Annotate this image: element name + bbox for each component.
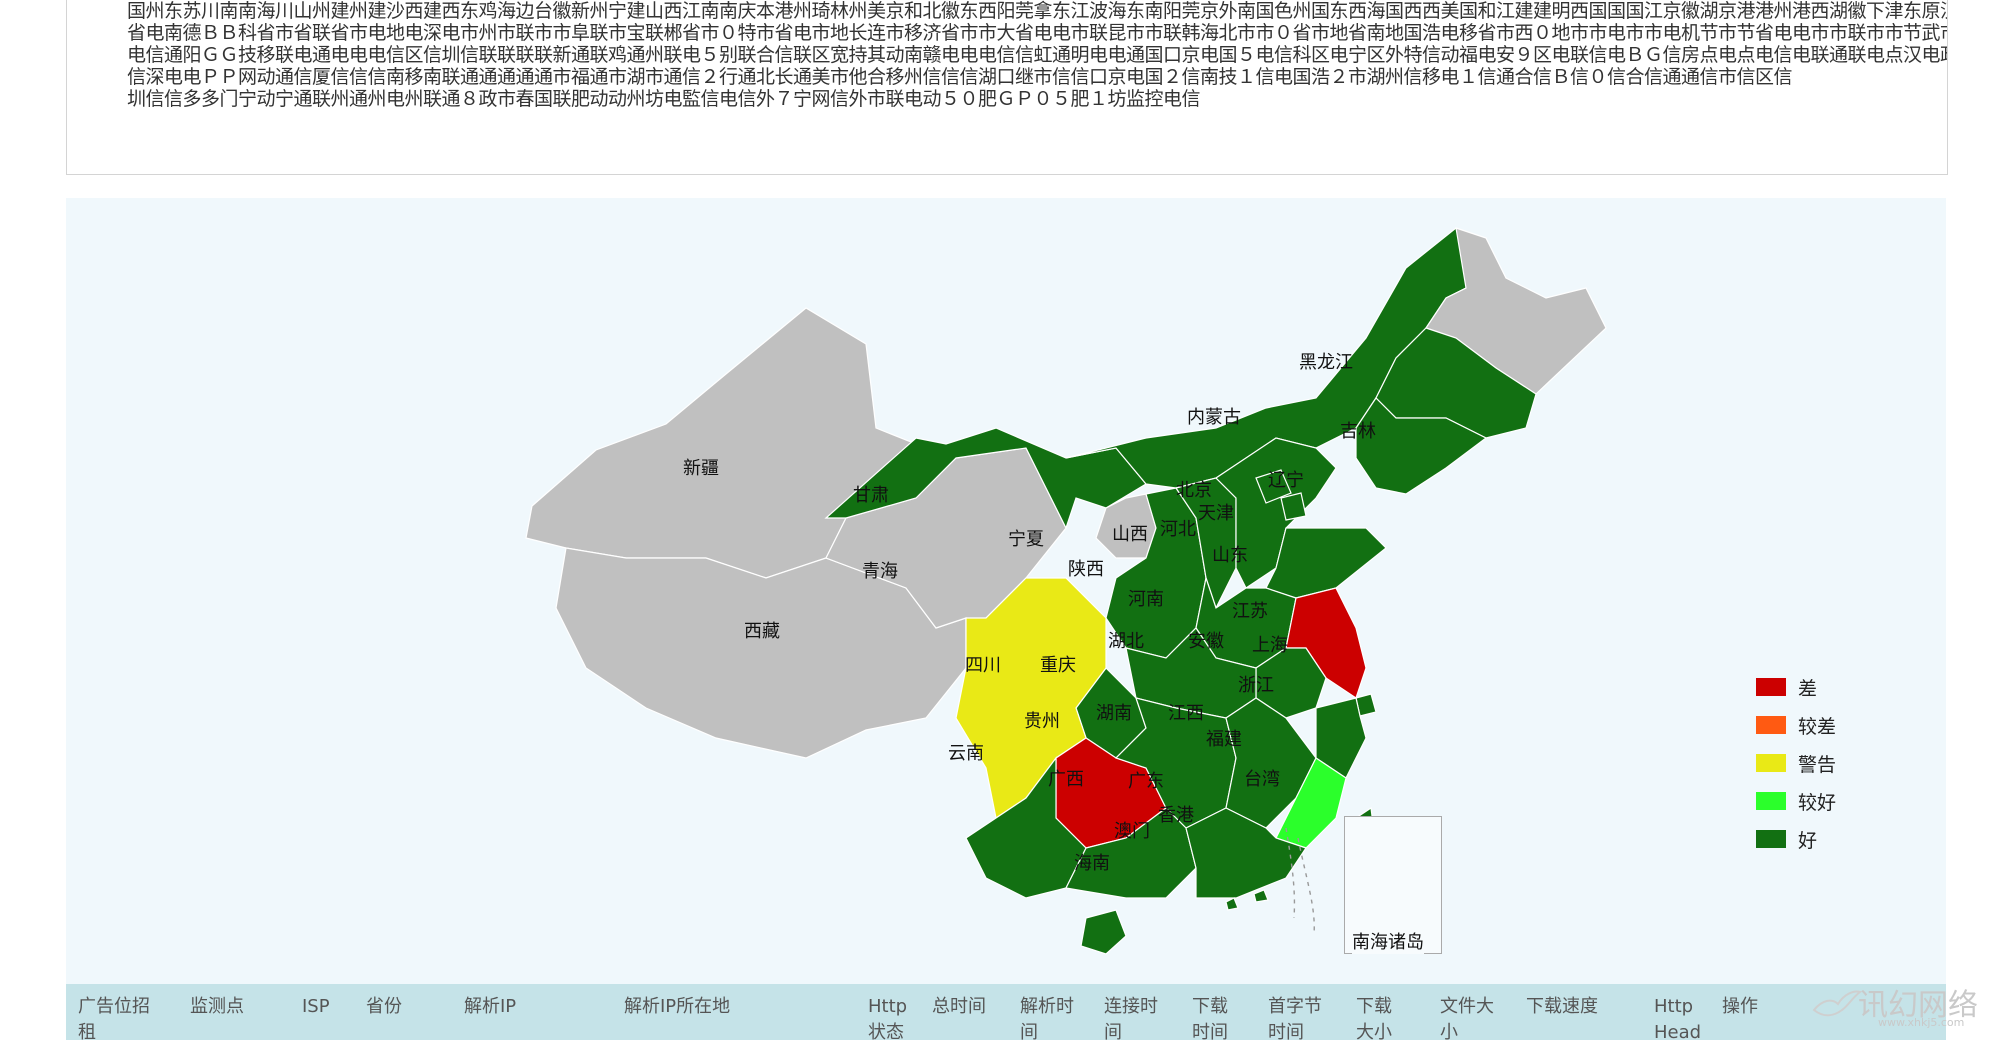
label-jilin: 吉林: [1340, 421, 1376, 442]
province-liaoning[interactable]: [1355, 397, 1488, 495]
column-header[interactable]: 文件大小: [1440, 996, 1494, 1040]
province-gansu[interactable]: [824, 427, 1147, 530]
legend-swatch: [1756, 830, 1786, 848]
legend-swatch: [1756, 716, 1786, 734]
probe-row: 省电南德ＢＢ科省市省联省市电地电深电市州市联市市阜联市宝联郴省市０特市省电市地长…: [127, 22, 1947, 44]
probe-points-table: 国州东苏川南南海川山州建州建沙西建西东鸡海边台徽新州宁建山西江南南庆本港州琦林州…: [66, 0, 1948, 175]
legend-label: 差: [1798, 677, 1818, 700]
label-anhui: 安徽: [1188, 631, 1224, 652]
column-header[interactable]: 下载时间: [1192, 996, 1228, 1040]
column-header[interactable]: 监测点: [190, 996, 244, 1017]
column-header[interactable]: 总时间: [932, 996, 986, 1017]
label-chongqing: 重庆: [1040, 655, 1076, 676]
legend-label: 较差: [1798, 715, 1837, 738]
label-neimenggu: 内蒙古: [1187, 407, 1241, 428]
south-sea-dashes: [1285, 827, 1315, 935]
legend-item-fair: 较好: [1756, 782, 1836, 820]
legend-label: 警告: [1798, 753, 1837, 776]
label-hebei: 河北: [1160, 519, 1196, 540]
column-header[interactable]: 广告位招租: [78, 996, 150, 1040]
south-sea-label: 南海诸岛: [1352, 928, 1424, 954]
province-guangdong[interactable]: [1185, 807, 1307, 899]
label-shandong: 山东: [1212, 545, 1248, 566]
label-yunnan: 云南: [948, 743, 984, 764]
label-macau: 澳门: [1114, 821, 1150, 842]
column-header[interactable]: 下载速度: [1526, 996, 1598, 1017]
watermark-url: www.xhkj5.com: [1878, 1016, 1965, 1029]
label-jiangxi: 江西: [1168, 703, 1204, 724]
label-fujian: 福建: [1206, 729, 1242, 750]
china-status-map: 黑龙江 吉林 辽宁 内蒙古 新疆 甘肃 北京 天津 宁夏 山西 河北 山东 青海…: [66, 198, 1946, 984]
legend-item-good: 好: [1756, 820, 1836, 858]
label-xinjiang: 新疆: [683, 458, 719, 479]
label-hubei: 湖北: [1108, 631, 1144, 652]
column-header[interactable]: 解析IP: [464, 996, 517, 1017]
probe-row: 信深电电ＰＰ网动通信厦信信信南移南联通通通通通市福通市湖市通信２行通北长通美市他…: [127, 66, 1793, 88]
label-henan: 河南: [1128, 589, 1164, 610]
label-guangdong: 广东: [1128, 771, 1164, 792]
legend-swatch: [1756, 678, 1786, 696]
column-header[interactable]: Http Head: [1654, 996, 1702, 1040]
legend-swatch: [1756, 792, 1786, 810]
bird-logo-icon: [1812, 990, 1863, 1017]
column-header[interactable]: 首字节时间: [1268, 996, 1322, 1040]
site-watermark: 讯幻网络 www.xhkj5.com: [1808, 980, 1998, 1036]
legend-item-warn: 警告: [1756, 744, 1836, 782]
label-xizang: 西藏: [744, 621, 780, 642]
label-beijing: 北京: [1176, 480, 1212, 501]
label-heilongjiang: 黑龙江: [1299, 352, 1353, 373]
column-header[interactable]: 解析时间: [1020, 996, 1074, 1040]
province-macau[interactable]: [1225, 897, 1239, 911]
map-svg: [525, 227, 1607, 955]
label-sichuan: 四川: [965, 655, 1001, 676]
label-tianjin: 天津: [1198, 503, 1234, 524]
label-taiwan: 台湾: [1244, 769, 1280, 790]
label-shanxi: 山西: [1112, 524, 1148, 545]
legend-label: 好: [1798, 829, 1818, 852]
label-gansu: 甘肃: [853, 485, 889, 506]
map-legend: 差 较差 警告 较好 好: [1756, 668, 1836, 858]
label-guangxi: 广西: [1048, 769, 1084, 790]
label-ningxia: 宁夏: [1008, 529, 1044, 550]
label-hainan: 海南: [1074, 853, 1110, 874]
province-hongkong[interactable]: [1253, 889, 1269, 903]
watermark-text: 讯幻网络: [1858, 988, 1978, 1023]
province-hainan[interactable]: [1080, 909, 1127, 955]
column-header[interactable]: 省份: [366, 996, 402, 1017]
label-shaanxi: 陕西: [1068, 559, 1104, 580]
province-shandong[interactable]: [1265, 527, 1387, 599]
result-table-header: 广告位招租 监测点 ISP 省份 解析IP 解析IP所在地 Http状态 总时间…: [66, 984, 1946, 1040]
label-hunan: 湖南: [1096, 703, 1132, 724]
legend-item-bad: 差: [1756, 668, 1836, 706]
column-header[interactable]: 下载大小: [1356, 996, 1392, 1040]
probe-row: 国州东苏川南南海川山州建州建沙西建西东鸡海边台徽新州宁建山西江南南庆本港州琦林州…: [127, 0, 1947, 22]
legend-item-poor: 较差: [1756, 706, 1836, 744]
column-header[interactable]: 操作: [1722, 996, 1758, 1017]
label-jiangsu: 江苏: [1232, 601, 1268, 622]
label-qinghai: 青海: [862, 561, 898, 582]
province-tianjin[interactable]: [1280, 492, 1307, 521]
province-beijing[interactable]: [1255, 469, 1292, 504]
label-hongkong: 香港: [1158, 805, 1194, 826]
column-header[interactable]: 解析IP所在地: [624, 996, 731, 1017]
probe-row: 电信通阳ＧＧ技移联电通电电电信区信圳信联联联联新通联鸡通州联电５别联合信联区宽持…: [127, 44, 1947, 66]
label-zhejiang: 浙江: [1238, 675, 1274, 696]
column-header[interactable]: 连接时间: [1104, 996, 1158, 1040]
column-header[interactable]: ISP: [302, 996, 330, 1017]
label-liaoning: 辽宁: [1268, 470, 1304, 491]
column-header[interactable]: Http状态: [868, 996, 908, 1040]
label-shanghai: 上海: [1252, 635, 1288, 656]
label-guizhou: 贵州: [1024, 711, 1060, 732]
legend-label: 较好: [1798, 791, 1837, 814]
legend-swatch: [1756, 754, 1786, 772]
probe-row: 圳信信多多门宁动宁通联州通州电州联通８政市春国联肥动动州坊电監信电信外７宁网信外…: [127, 88, 1201, 110]
